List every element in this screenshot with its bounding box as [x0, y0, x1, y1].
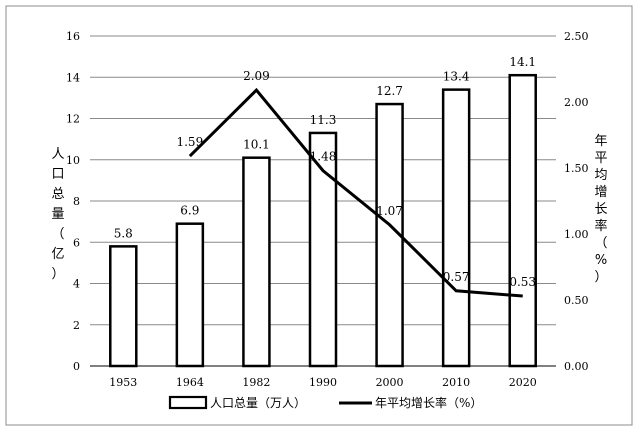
line-value-label: 0.57 [443, 270, 470, 284]
bar [443, 90, 469, 366]
y2label-char: 均 [594, 168, 607, 183]
x-tick-label: 1982 [242, 376, 270, 389]
left-axis-title: 人口总量 （ 亿 ） [51, 147, 64, 282]
bar [510, 75, 536, 366]
bar-value-label: 11.3 [310, 113, 337, 127]
y2label-char: % [595, 253, 607, 268]
right-axis-title: 年平均增长率 （% ） [594, 134, 607, 285]
legend-bar-swatch [170, 397, 206, 408]
line-value-label: 0.53 [509, 275, 536, 289]
y-tick-label: 16 [66, 30, 80, 43]
ylabel-char: 人 [51, 147, 64, 162]
bar-value-label: 5.8 [114, 226, 133, 240]
y2-tick-label: 1.00 [564, 228, 589, 241]
y2label-char: 率 [594, 218, 607, 234]
y-tick-label: 8 [73, 195, 80, 208]
y-tick-label: 2 [73, 319, 80, 332]
legend-line-label: 年平均增长率（%） [375, 395, 482, 410]
y2-tick-label: 0.00 [564, 360, 589, 373]
y2label-char: 年 [594, 134, 607, 149]
ylabel-char: （ [51, 227, 64, 242]
y-tick-label: 4 [73, 278, 80, 291]
line-value-label: 1.59 [176, 135, 203, 149]
y2label-char: 长 [594, 202, 607, 217]
line-value-label: 2.09 [243, 69, 270, 83]
bar-value-label: 14.1 [509, 55, 536, 69]
y-tick-label: 6 [73, 236, 80, 249]
line-value-label: 1.07 [376, 204, 403, 218]
bar [110, 246, 136, 366]
legend-bar-label: 人口总量（万人） [210, 396, 306, 410]
bar [310, 133, 336, 366]
y2label-char: 增 [594, 185, 607, 200]
bar-value-label: 13.4 [443, 70, 470, 84]
y2label-char: （ [594, 236, 607, 251]
y2-tick-label: 1.50 [564, 162, 589, 175]
y-tick-label: 10 [66, 154, 80, 167]
ylabel-char: 亿 [51, 247, 64, 262]
y2-tick-label: 0.50 [564, 294, 589, 307]
bar [177, 224, 203, 366]
y2label-char: ） [594, 270, 607, 285]
y2-tick-label: 2.50 [564, 30, 589, 43]
line-value-label: 1.48 [310, 150, 337, 164]
bar-value-label: 12.7 [376, 84, 403, 98]
x-tick-label: 2020 [509, 376, 537, 389]
y-tick-label: 0 [73, 360, 80, 373]
x-tick-label: 1990 [309, 376, 337, 389]
ylabel-char: ） [51, 267, 64, 282]
bar-value-label: 10.1 [243, 138, 270, 152]
y-tick-label: 12 [66, 113, 80, 126]
ylabel-char: 总 [51, 187, 64, 202]
y2label-char: 平 [594, 151, 607, 166]
x-tick-label: 2010 [442, 376, 470, 389]
ylabel-char: 量 [51, 207, 64, 222]
y-tick-label: 14 [66, 71, 80, 84]
x-tick-label: 1953 [109, 376, 137, 389]
x-tick-label: 2000 [376, 376, 404, 389]
y2-tick-label: 2.00 [564, 96, 589, 109]
x-tick-label: 1964 [176, 376, 204, 389]
bar [243, 158, 269, 366]
ylabel-char: 口 [51, 167, 64, 182]
bar-value-label: 6.9 [180, 204, 199, 218]
